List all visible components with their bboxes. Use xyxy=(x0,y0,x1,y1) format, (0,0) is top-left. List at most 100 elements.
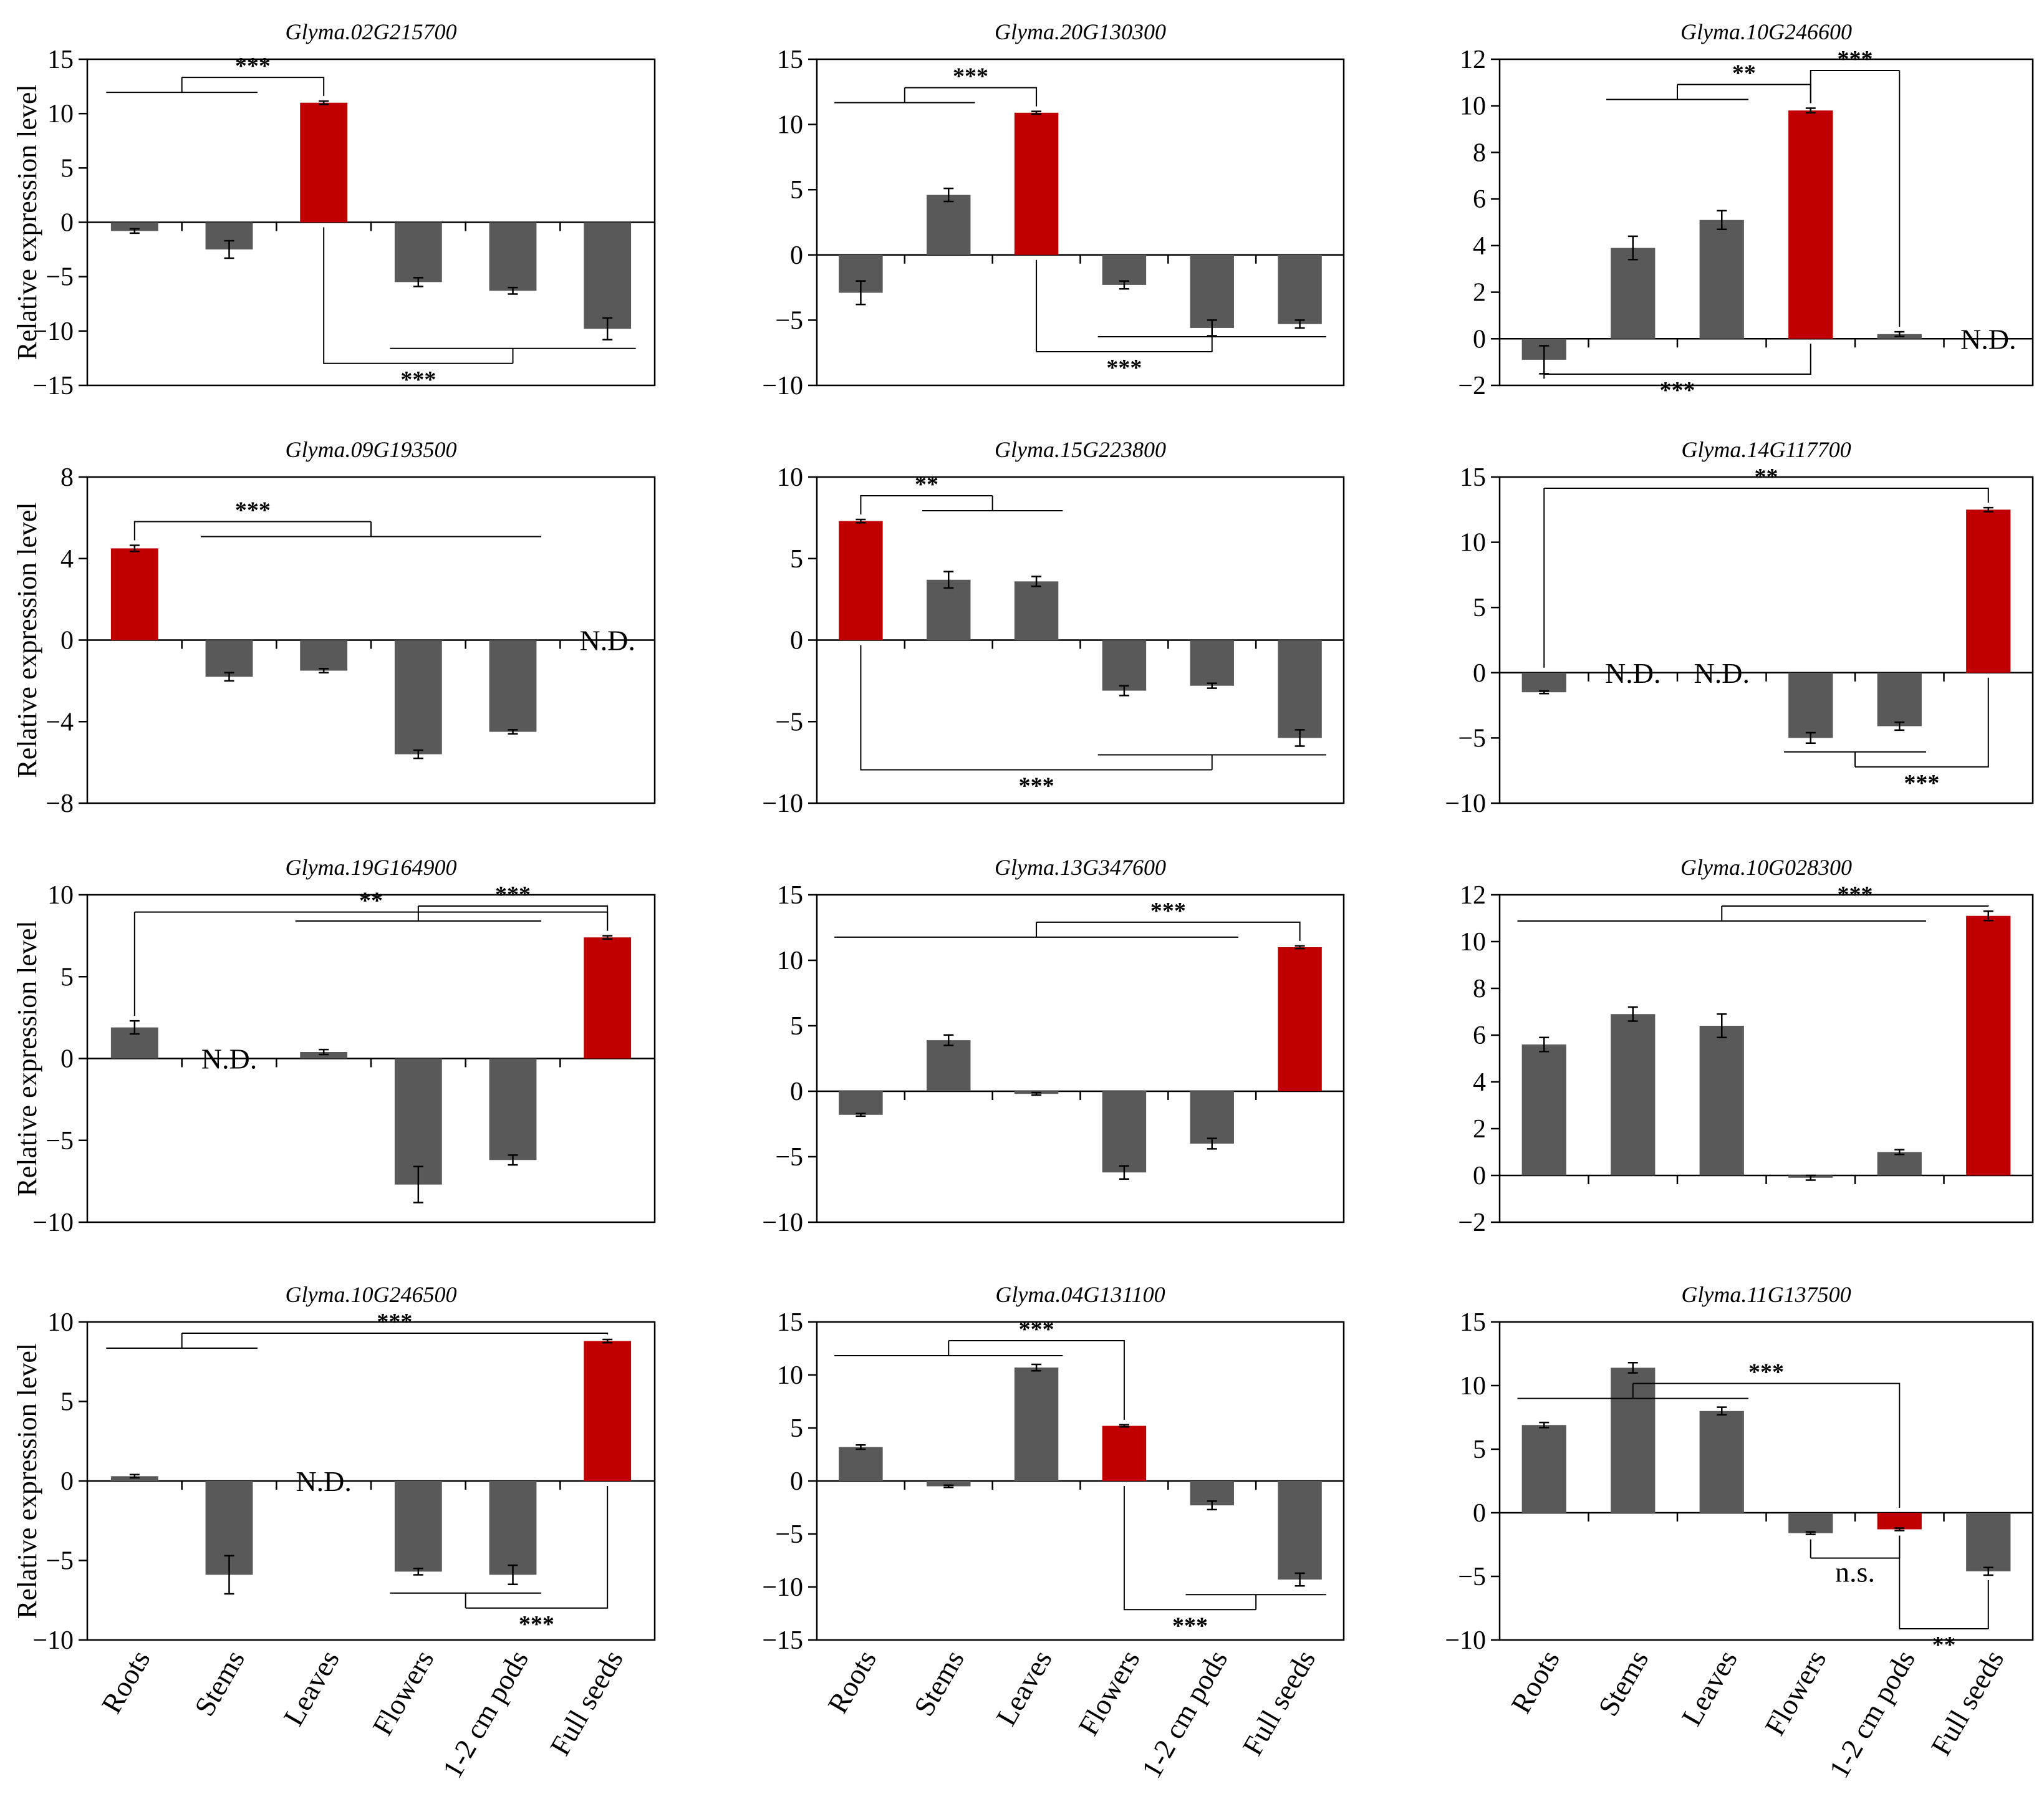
bar xyxy=(1699,1026,1744,1175)
category-label: Roots xyxy=(821,1645,882,1719)
significance-label: ** xyxy=(1932,1632,1956,1658)
bar xyxy=(110,222,158,231)
significance-bracket xyxy=(1899,1535,1989,1629)
error-bar xyxy=(1627,1362,1638,1374)
plot-frame xyxy=(1498,1321,2034,1641)
significance-label: ** xyxy=(359,888,383,914)
plot-frame xyxy=(1498,894,2034,1223)
chart-panel-1: Glyma.02G215700 15 10 5 0 −5 −10 −15 Relative ex… xyxy=(12,19,656,400)
y-tick-label: 0 xyxy=(1473,1499,1486,1528)
category-label: Flowers xyxy=(1758,1645,1832,1741)
y-tick-label: 0 xyxy=(1473,659,1486,688)
error-bar xyxy=(1983,1566,1993,1576)
bar xyxy=(927,1481,971,1487)
significance-bracket xyxy=(834,1340,1125,1420)
y-tick-label: 10 xyxy=(777,947,803,975)
error-bar xyxy=(1294,1572,1305,1587)
error-bar xyxy=(1805,1531,1816,1535)
y-tick-label: 5 xyxy=(1473,594,1486,622)
chart-title: Glyma.02G215700 xyxy=(286,19,457,44)
y-tick-label: −15 xyxy=(32,372,74,400)
significance-bracket xyxy=(390,1486,609,1609)
y-tick-label: −10 xyxy=(762,1208,803,1237)
significance-label: n.s. xyxy=(1835,1556,1875,1588)
y-tick-label: 0 xyxy=(60,1467,74,1496)
category-label: Flowers xyxy=(366,1645,440,1741)
error-bar xyxy=(1031,576,1042,587)
y-axis-label: Relative expression level xyxy=(12,1343,42,1619)
y-tick-label: 10 xyxy=(47,881,74,910)
bar xyxy=(300,102,348,223)
chart-title: Glyma.04G131100 xyxy=(995,1282,1165,1307)
bar xyxy=(489,1058,537,1160)
y-tick-label: 5 xyxy=(60,1388,74,1417)
error-bar xyxy=(856,1112,866,1117)
bar xyxy=(205,640,253,677)
bar xyxy=(1699,1411,1744,1513)
bar xyxy=(1014,581,1059,640)
significance-label: ** xyxy=(915,471,938,498)
significance-label: *** xyxy=(1838,46,1873,72)
plot-frame xyxy=(1498,58,2034,387)
error-bar xyxy=(943,187,954,203)
y-tick-label: −8 xyxy=(46,789,74,818)
bar xyxy=(1788,672,1833,738)
category-label: 1-2 cm pods xyxy=(436,1645,534,1783)
bar xyxy=(1278,640,1322,738)
y-tick-label: −2 xyxy=(1458,372,1486,400)
category-label: Roots xyxy=(95,1645,157,1719)
significance-bracket xyxy=(1517,1382,1901,1508)
significance-bracket xyxy=(1543,488,1989,668)
significance-bracket xyxy=(860,494,1063,514)
bar xyxy=(1278,947,1322,1091)
bar xyxy=(927,1040,971,1091)
y-tick-label: 2 xyxy=(1473,279,1486,307)
significance-bracket xyxy=(860,645,1326,771)
y-tick-label: 10 xyxy=(777,1361,803,1390)
bar xyxy=(927,195,971,255)
y-tick-label: 2 xyxy=(1473,1115,1486,1144)
category-label: Full seeds xyxy=(1236,1645,1321,1761)
bar xyxy=(1966,915,2011,1175)
significance-label: *** xyxy=(1019,773,1054,799)
bar xyxy=(1102,254,1147,285)
y-tick-label: −5 xyxy=(775,708,803,736)
error-bar xyxy=(1031,1091,1042,1096)
error-bar xyxy=(1031,110,1042,115)
chart-panel-12: Glyma.11G137500 15 10 5 0 −5 −10 *** n.s. ** Roots… xyxy=(1445,1282,2034,1783)
y-tick-label: 0 xyxy=(790,627,803,655)
y-tick-label: 5 xyxy=(790,1012,803,1041)
y-tick-label: 15 xyxy=(777,1308,803,1337)
error-bar xyxy=(1717,1013,1727,1038)
error-bar xyxy=(129,1473,140,1479)
bar xyxy=(1278,1481,1322,1580)
y-tick-label: 10 xyxy=(777,463,803,492)
bar xyxy=(839,521,883,640)
bar xyxy=(584,937,632,1059)
error-bar xyxy=(943,571,954,589)
significance-label: *** xyxy=(1904,770,1939,796)
y-tick-label: 0 xyxy=(60,627,74,655)
significance-bracket xyxy=(1606,84,1811,104)
error-bar xyxy=(1894,721,1905,731)
error-bar xyxy=(1983,506,1993,513)
y-tick-label: 8 xyxy=(1473,138,1486,167)
error-bar xyxy=(1894,1527,1905,1531)
chart-title: Glyma.09G193500 xyxy=(286,437,457,462)
y-tick-label: −5 xyxy=(775,1520,803,1549)
y-tick-label: 10 xyxy=(777,111,803,140)
error-bar xyxy=(319,1048,329,1056)
significance-label: *** xyxy=(1172,1613,1208,1639)
error-bar xyxy=(1539,690,1550,695)
y-tick-label: −10 xyxy=(1445,1626,1486,1655)
chart-title: Glyma.14G117700 xyxy=(1681,437,1851,462)
bar xyxy=(1521,672,1566,693)
error-bar xyxy=(943,1484,954,1488)
significance-label: *** xyxy=(1150,898,1186,924)
chart-title: Glyma.10G246500 xyxy=(286,1282,457,1307)
bar xyxy=(1190,254,1234,328)
nd-label: N.D. xyxy=(296,1465,351,1497)
error-bar xyxy=(602,317,613,341)
